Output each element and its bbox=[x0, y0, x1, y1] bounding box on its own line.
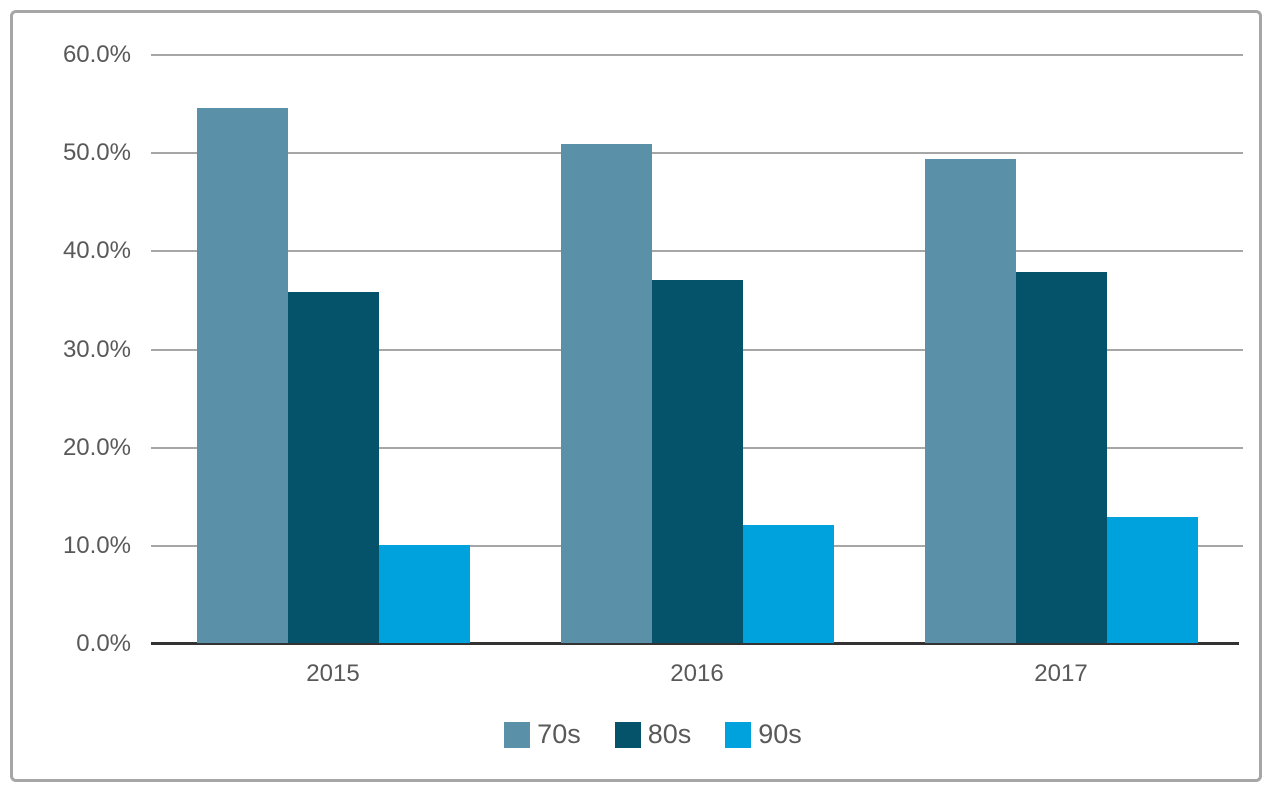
legend-item-80s: 80s bbox=[614, 719, 692, 750]
y-tick-label-0: 0.0% bbox=[76, 630, 131, 657]
gridline-40 bbox=[151, 250, 1243, 253]
bar-90s-2015 bbox=[378, 544, 470, 643]
y-tick-label-50: 50.0% bbox=[62, 139, 131, 167]
bar-80s-2016 bbox=[651, 279, 743, 643]
bar-70s-2016 bbox=[560, 144, 652, 643]
legend-item-70s: 70s bbox=[504, 719, 581, 750]
legend-label-70s: 70s bbox=[537, 719, 581, 749]
bar-70s-2015 bbox=[196, 108, 288, 643]
y-tick-label-30: 30.0% bbox=[62, 335, 131, 363]
legend-label-90s: 90s bbox=[758, 719, 802, 749]
x-tick-label-2015: 2015 bbox=[306, 660, 360, 687]
bar-70s-2017 bbox=[924, 159, 1016, 643]
plot-area bbox=[151, 54, 1243, 645]
gridline-60 bbox=[151, 54, 1243, 56]
legend-label-80s: 80s bbox=[647, 719, 692, 749]
bar-80s-2015 bbox=[287, 291, 379, 643]
x-tick-label-2017: 2017 bbox=[1034, 660, 1088, 687]
gridline-50 bbox=[151, 152, 1243, 155]
x-tick-label-2016: 2016 bbox=[670, 660, 724, 687]
bar-80s-2017 bbox=[1015, 271, 1107, 643]
bar-90s-2016 bbox=[742, 525, 834, 643]
bar-90s-2017 bbox=[1106, 517, 1198, 643]
y-tick-label-40: 40.0% bbox=[62, 237, 131, 265]
y-tick-label-20: 20.0% bbox=[62, 433, 131, 461]
x-axis-line bbox=[151, 642, 1239, 645]
y-tick-label-10: 10.0% bbox=[62, 531, 131, 559]
legend-swatch-70s bbox=[504, 721, 531, 748]
chart-legend: 70s 80s 90s bbox=[13, 719, 1280, 750]
legend-swatch-90s bbox=[725, 721, 752, 748]
y-tick-label-60: 60.0% bbox=[62, 41, 131, 68]
legend-swatch-80s bbox=[614, 721, 641, 748]
legend-item-90s: 90s bbox=[725, 719, 802, 750]
chart-frame: 0.0% 10.0% 20.0% 30.0% 40.0% 50.0% 60.0% 2015 2… bbox=[10, 10, 1262, 782]
